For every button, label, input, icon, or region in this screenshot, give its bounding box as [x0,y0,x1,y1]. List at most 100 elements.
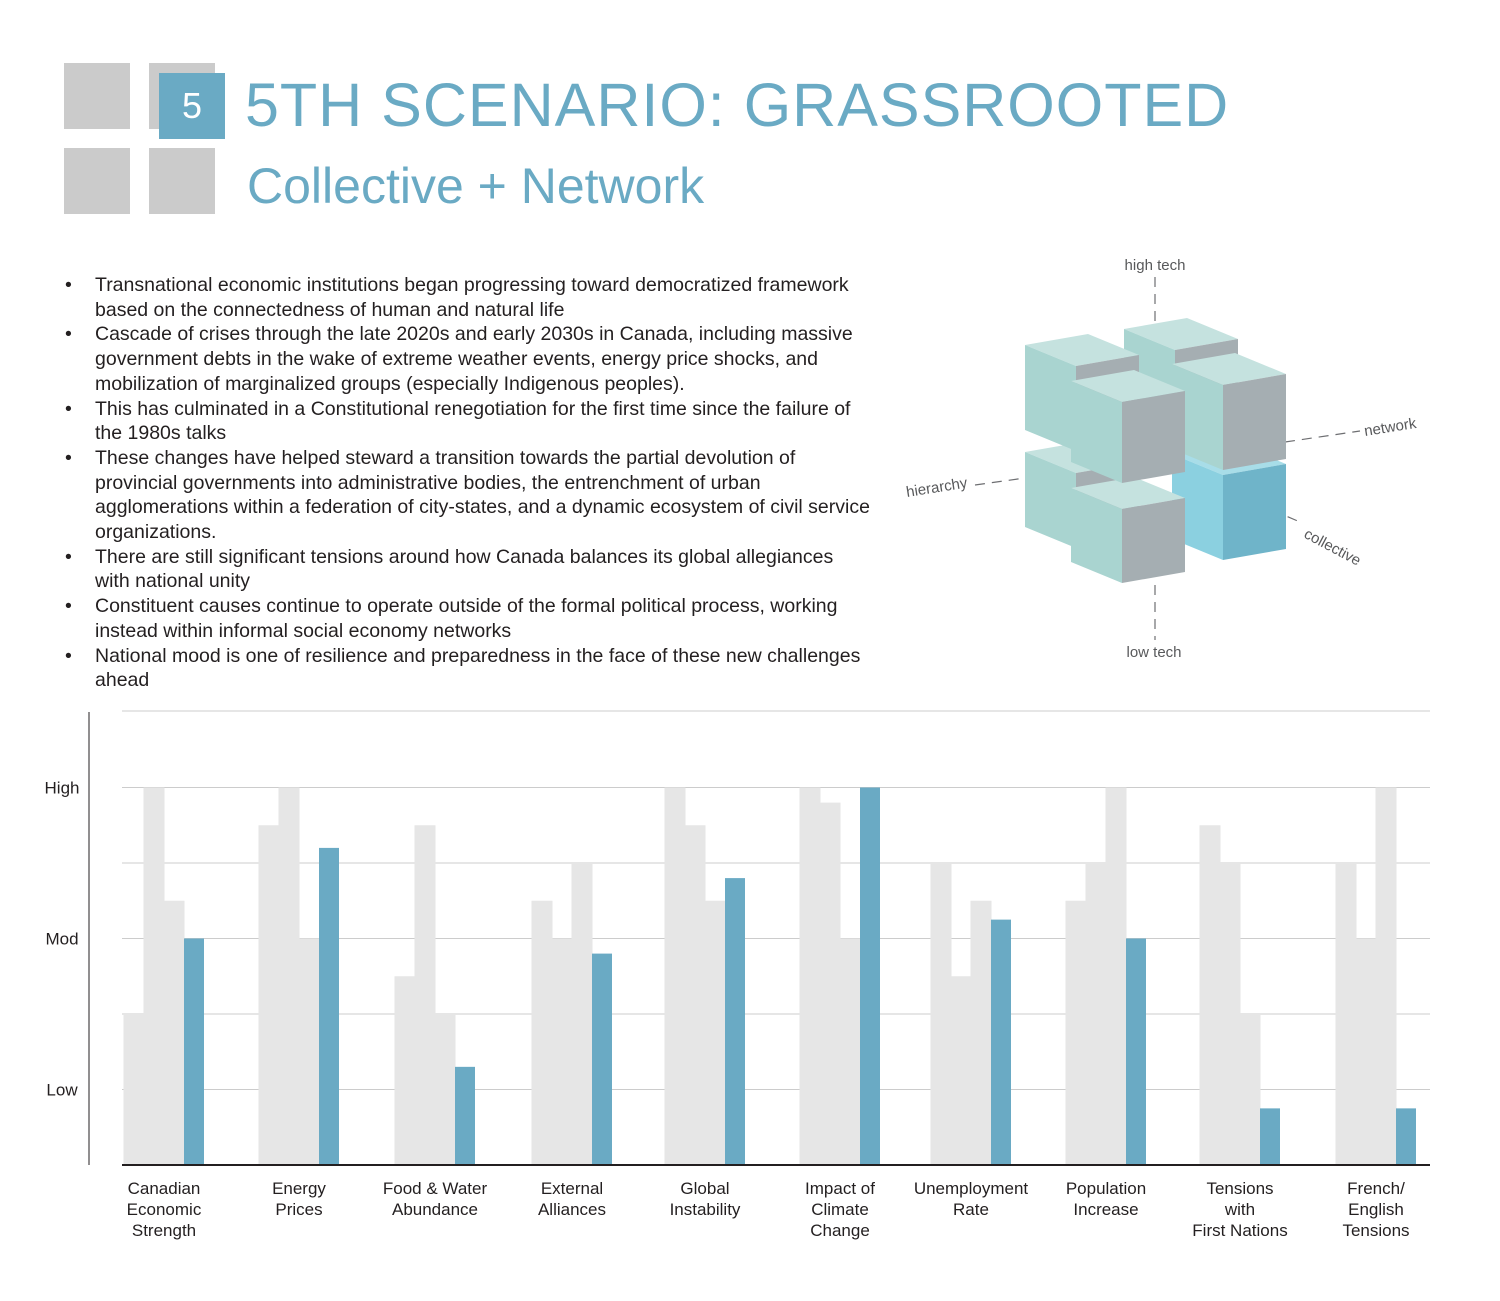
other-scenario-bar [571,863,593,1165]
bar-group [1335,787,1416,1165]
x-tick-label: Unemployment [914,1179,1029,1198]
chart-bars [123,787,1416,1165]
bullet-item: Cascade of crises through the late 2020s… [62,322,872,396]
other-scenario-bar [819,802,841,1165]
bar-group [664,787,745,1165]
grassrooted-bar [184,938,204,1165]
x-tick-label: Change [810,1221,870,1240]
bar-group [930,863,1011,1165]
logo-square-bottom-left [64,148,130,214]
other-scenario-bar [394,976,416,1165]
x-tick-label: French/ [1347,1179,1405,1198]
x-tick-label: Instability [670,1200,741,1219]
x-tick-label: Rate [953,1200,989,1219]
other-scenario-bar [1375,787,1397,1165]
logo-square-top-left [64,63,130,129]
grassrooted-bar [319,847,339,1165]
x-tick-label: Energy [272,1179,326,1198]
y-tick-label: Low [46,1081,78,1100]
other-scenario-bar [839,938,861,1165]
other-scenario-bar [684,825,706,1165]
x-tick-label: Strength [132,1221,196,1240]
grassrooted-bar [1260,1108,1280,1165]
bullet-item: This has culminated in a Constitutional … [62,397,872,446]
label-low-tech: low tech [1126,644,1181,661]
cube-front-top-right [1172,353,1286,470]
x-tick-label: Alliances [538,1200,606,1219]
other-scenario-bar [1335,863,1357,1165]
other-scenario-bar [970,900,992,1165]
other-scenario-bar [258,825,280,1165]
other-scenario-bar [298,938,320,1165]
x-tick-label: Economic [127,1200,202,1219]
other-scenario-bar [1105,787,1127,1165]
grassrooted-bar [592,953,612,1165]
other-scenario-bar [930,863,952,1165]
other-scenario-bar [414,825,436,1165]
grassrooted-bar [860,787,880,1165]
other-scenario-bar [799,787,821,1165]
bar-group [531,863,612,1165]
x-tick-label: Population [1066,1179,1146,1198]
other-scenario-bar [434,1014,456,1165]
grassrooted-bar [1396,1108,1416,1165]
bullet-item: These changes have helped steward a tran… [62,446,872,545]
x-tick-label: English [1348,1200,1404,1219]
other-scenario-bar [950,976,972,1165]
other-scenario-bar [1239,1014,1261,1165]
x-tick-label: Prices [275,1200,322,1219]
grassrooted-bar [455,1066,475,1165]
x-tick-label: Food & Water [383,1179,488,1198]
bar-group [799,787,880,1165]
page-subtitle: Collective + Network [247,158,705,214]
other-scenario-bar [1065,900,1087,1165]
other-scenario-bar [664,787,686,1165]
other-scenario-bar [123,1014,145,1165]
bullet-item: National mood is one of resilience and p… [62,644,872,693]
cube-front-top-left [1071,370,1185,483]
other-scenario-bar [278,787,300,1165]
scenario-number-badge: 5 [159,73,225,139]
indicator-bar-chart: High Mod Low Canadian Economic Strength Energ… [45,710,1430,1240]
other-scenario-bar [531,900,553,1165]
y-tick-label: High [45,779,80,798]
x-tick-label: Abundance [392,1200,478,1219]
page-title: 5TH SCENARIO: GRASSROOTED [245,71,1230,139]
x-tick-label: Increase [1073,1200,1138,1219]
x-tick-label: Tensions [1342,1221,1409,1240]
bar-group [1199,825,1280,1165]
cube-front-bottom [1071,477,1185,583]
label-collective: collective [1301,526,1363,570]
x-tick-labels: Canadian Economic Strength Energy Prices Food… [127,1179,1410,1240]
other-scenario-bar [163,900,185,1165]
x-tick-label: Climate [811,1200,869,1219]
scenario-bullet-list: Transnational economic institutions bega… [62,273,872,693]
label-high-tech: high tech [1125,257,1186,274]
x-tick-label: Impact of [805,1179,875,1198]
bullet-item: Transnational economic institutions bega… [62,273,872,322]
grassrooted-bar [1126,938,1146,1165]
bullet-item: Constituent causes continue to operate o… [62,594,872,643]
bar-group [1065,787,1146,1165]
other-scenario-bar [1199,825,1221,1165]
bar-group [258,787,339,1165]
y-tick-labels: High Mod Low [45,779,80,1100]
bullet-item: There are still significant tensions aro… [62,545,872,594]
axis-hierarchy [974,477,1026,486]
x-tick-label: Canadian [128,1179,201,1198]
axis-network [1284,430,1361,443]
other-scenario-bar [1355,938,1377,1165]
other-scenario-bar [704,900,726,1165]
scenario-cube-diagram: high tech low tech network hierarchy col… [905,257,1418,661]
grassrooted-bar [725,878,745,1165]
logo-square-bottom-right [149,148,215,214]
x-tick-label: with [1224,1200,1255,1219]
label-hierarchy: hierarchy [905,474,969,501]
x-tick-label: Global [680,1179,729,1198]
x-tick-label: External [541,1179,603,1198]
y-tick-label: Mod [45,930,78,949]
bar-group [394,825,475,1165]
bar-group [123,787,204,1165]
other-scenario-bar [551,938,573,1165]
grassrooted-bar [991,919,1011,1165]
